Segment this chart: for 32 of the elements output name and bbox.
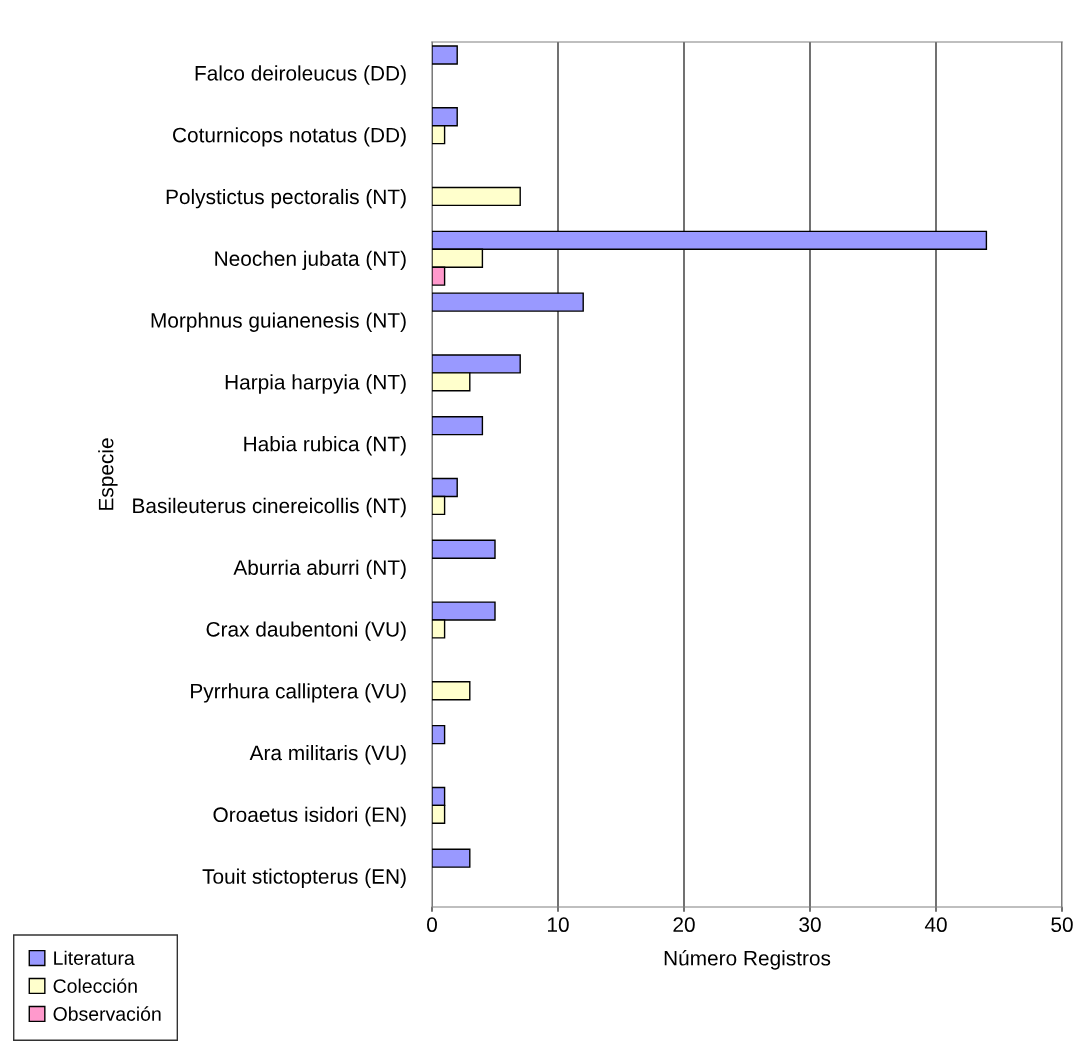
legend-label: Observación [53, 1006, 161, 1021]
y-tick-label: Oroaetus isidori (EN) [213, 806, 406, 827]
y-tick-label: Falco deiroleucus (DD) [195, 65, 406, 85]
x-axis-title: Número Registros [664, 950, 831, 970]
x-tick-label: 10 [548, 917, 569, 933]
legend-label: Literatura [54, 950, 135, 965]
x-tick-label: 0 [427, 917, 437, 933]
bar [432, 45, 458, 65]
y-tick-label: Coturnicops notatus (DD) [173, 127, 406, 147]
y-tick-label: Morphnus guianenesis (NT) [151, 312, 406, 332]
y-tick-label: Touit stictopterus (EN) [202, 868, 406, 888]
y-axis-title: Especie [98, 438, 118, 510]
y-tick-label: Aburria aburri (NT) [233, 559, 406, 580]
y-tick-label: Polystictus pectoralis (NT) [166, 188, 406, 209]
bar [432, 539, 496, 559]
legend-label: Colección [53, 978, 137, 993]
y-tick-label: Habia rubica (NT) [244, 436, 406, 456]
y-tick-label: Ara militaris (VU) [249, 744, 406, 765]
bar [432, 186, 521, 207]
bar [432, 416, 484, 436]
y-tick-label: Harpia harpyia (NT) [225, 374, 406, 394]
bar [432, 848, 471, 868]
x-tick-label: 40 [924, 917, 947, 933]
y-tick-label: Pyrrhura calliptera (VU) [191, 683, 406, 703]
bar [432, 681, 471, 701]
x-tick-label: 30 [799, 917, 821, 933]
y-tick-label: Neochen jubata (NT) [215, 250, 406, 271]
x-tick-label: 20 [673, 917, 695, 933]
x-tick-label: 50 [1051, 917, 1073, 933]
y-tick-label: Crax daubentoni (VU) [206, 621, 406, 641]
y-tick-label: Basileuterus cinereicollis (NT) [133, 497, 406, 518]
bar [432, 724, 446, 745]
